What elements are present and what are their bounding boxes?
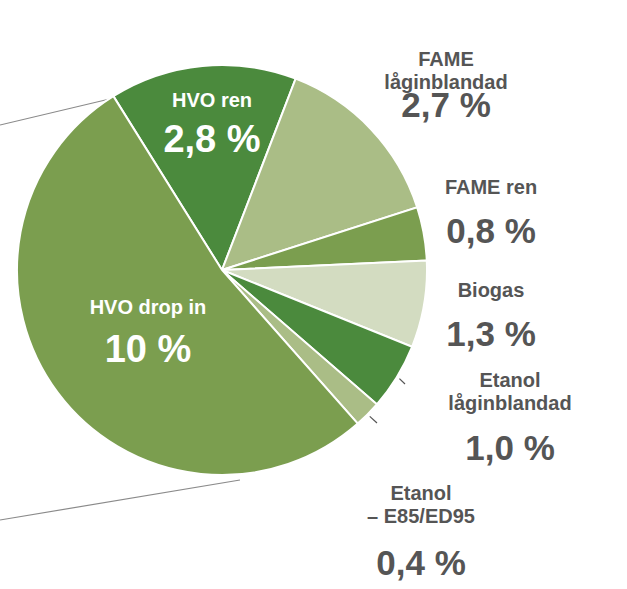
guide-line — [0, 480, 240, 520]
slice-value: 0,8 % — [446, 211, 536, 250]
slice-name: FAME ren — [445, 176, 537, 198]
chart: HVO ren2,8 %FAMElåginblandad2,7 %FAME re… — [0, 0, 627, 589]
labels: HVO ren2,8 %FAMElåginblandad2,7 %FAME re… — [90, 48, 572, 582]
leader-line — [399, 379, 405, 384]
slice-name: HVO ren — [172, 89, 252, 111]
slice-name: Biogas — [458, 279, 525, 301]
slice — [222, 207, 427, 270]
slice-value: 0,4 % — [376, 543, 466, 582]
slice-value: 1,3 % — [446, 314, 536, 353]
slice-name: Etanollåginblandad — [448, 369, 571, 414]
slice-name: HVO drop in — [90, 296, 207, 318]
slice-value: 1,0 % — [465, 428, 555, 467]
slice-value: 2,8 % — [163, 118, 260, 160]
slice-value: 10 % — [105, 328, 192, 370]
slice-name: Etanol– E85/ED95 — [367, 482, 475, 527]
slice — [17, 96, 358, 475]
pie — [17, 65, 427, 475]
leader-line — [370, 416, 377, 423]
slice-value: 2,7 % — [401, 85, 491, 124]
